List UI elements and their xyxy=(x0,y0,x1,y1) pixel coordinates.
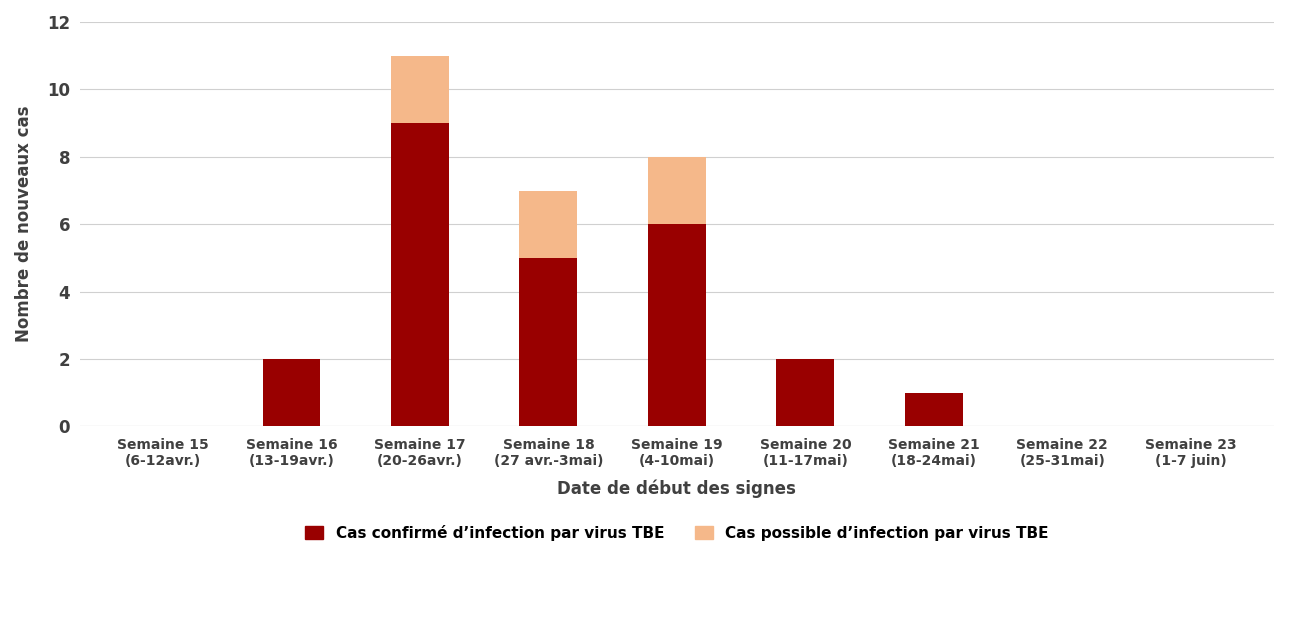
Bar xyxy=(776,359,834,426)
X-axis label: Date de début des signes: Date de début des signes xyxy=(557,480,797,498)
Y-axis label: Nombre de nouveaux cas: Nombre de nouveaux cas xyxy=(15,106,34,343)
Legend: Cas confirmé d’infection par virus TBE, Cas possible d’infection par virus TBE: Cas confirmé d’infection par virus TBE, … xyxy=(298,517,1057,548)
Bar xyxy=(648,224,706,426)
Bar xyxy=(263,359,321,426)
Bar xyxy=(391,123,449,426)
Bar xyxy=(905,393,963,426)
Bar xyxy=(648,156,706,224)
Bar xyxy=(519,258,577,426)
Bar xyxy=(391,55,449,123)
Bar xyxy=(519,191,577,258)
